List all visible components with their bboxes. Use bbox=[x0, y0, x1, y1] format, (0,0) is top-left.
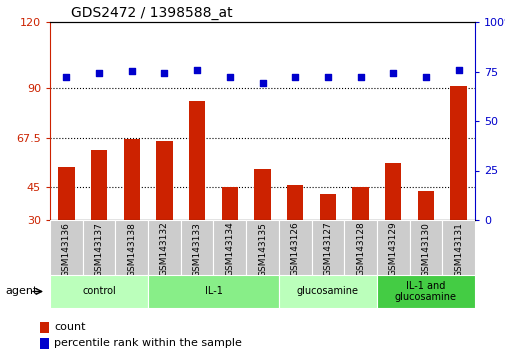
Bar bbox=[278, 275, 376, 308]
Point bbox=[290, 75, 298, 80]
Point bbox=[62, 75, 70, 80]
Text: GDS2472 / 1398588_at: GDS2472 / 1398588_at bbox=[71, 6, 232, 19]
Bar bbox=[50, 275, 148, 308]
Bar bbox=[156, 141, 172, 220]
Text: GSM143136: GSM143136 bbox=[62, 222, 71, 276]
Point bbox=[388, 71, 396, 76]
Text: GSM143132: GSM143132 bbox=[160, 222, 169, 276]
Point bbox=[356, 75, 364, 80]
Bar bbox=[384, 163, 400, 220]
Bar bbox=[417, 192, 433, 220]
Text: IL-1 and
glucosamine: IL-1 and glucosamine bbox=[394, 281, 456, 302]
Bar bbox=[311, 220, 343, 275]
Bar bbox=[115, 220, 148, 275]
Bar bbox=[286, 185, 303, 220]
Bar bbox=[40, 322, 49, 333]
Point bbox=[421, 75, 429, 80]
Bar bbox=[409, 220, 441, 275]
Bar bbox=[278, 220, 311, 275]
Text: GSM143133: GSM143133 bbox=[192, 222, 201, 276]
Bar bbox=[343, 220, 376, 275]
Bar bbox=[82, 220, 115, 275]
Point bbox=[160, 71, 168, 76]
Text: IL-1: IL-1 bbox=[204, 286, 222, 297]
Point bbox=[453, 67, 462, 72]
Text: GSM143135: GSM143135 bbox=[258, 222, 267, 276]
Bar bbox=[148, 275, 278, 308]
Bar bbox=[376, 220, 409, 275]
Point bbox=[193, 67, 201, 72]
Text: control: control bbox=[82, 286, 116, 297]
Text: GSM143126: GSM143126 bbox=[290, 222, 299, 276]
Bar bbox=[376, 275, 474, 308]
Bar bbox=[213, 220, 245, 275]
Bar bbox=[123, 139, 139, 220]
Bar bbox=[188, 101, 205, 220]
Bar bbox=[441, 220, 474, 275]
Point bbox=[95, 71, 103, 76]
Text: GSM143130: GSM143130 bbox=[421, 222, 430, 276]
Bar bbox=[221, 187, 237, 220]
Point bbox=[323, 75, 331, 80]
Bar bbox=[58, 167, 74, 220]
Point bbox=[225, 75, 233, 80]
Text: GSM143138: GSM143138 bbox=[127, 222, 136, 276]
Bar bbox=[40, 338, 49, 349]
Bar bbox=[148, 220, 180, 275]
Text: GSM143127: GSM143127 bbox=[323, 222, 332, 276]
Text: GSM143129: GSM143129 bbox=[388, 222, 397, 276]
Bar bbox=[91, 150, 107, 220]
Point bbox=[127, 69, 135, 74]
Bar bbox=[351, 187, 368, 220]
Text: count: count bbox=[54, 322, 85, 332]
Text: GSM143131: GSM143131 bbox=[453, 222, 462, 276]
Bar bbox=[254, 170, 270, 220]
Text: GSM143134: GSM143134 bbox=[225, 222, 234, 276]
Bar bbox=[50, 220, 82, 275]
Text: GSM143137: GSM143137 bbox=[94, 222, 104, 276]
Text: glucosamine: glucosamine bbox=[296, 286, 358, 297]
Bar bbox=[245, 220, 278, 275]
Text: agent: agent bbox=[5, 286, 37, 297]
Bar bbox=[449, 86, 466, 220]
Text: percentile rank within the sample: percentile rank within the sample bbox=[54, 338, 241, 348]
Point bbox=[258, 81, 266, 86]
Bar bbox=[180, 220, 213, 275]
Bar bbox=[319, 194, 335, 220]
Text: GSM143128: GSM143128 bbox=[356, 222, 364, 276]
